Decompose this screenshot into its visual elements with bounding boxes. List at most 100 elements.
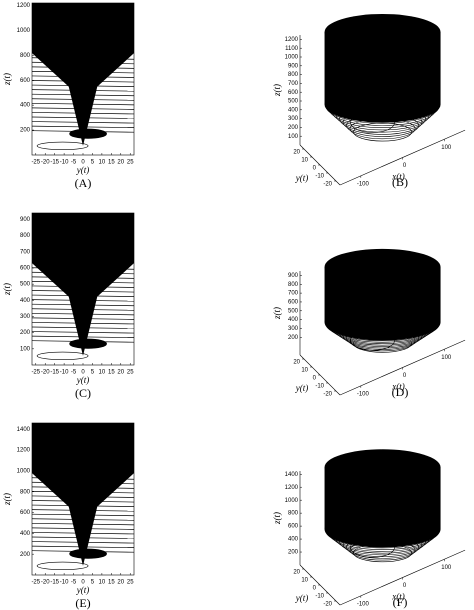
trajectory [31, 281, 135, 284]
z-tick-label: 600 [288, 90, 299, 96]
x-tick-label: 15 [108, 580, 115, 586]
z-tick-label: 600 [288, 300, 299, 306]
y-axis-label: z(t) [2, 283, 12, 296]
x-tick-label: 0 [81, 160, 85, 166]
trajectory [31, 545, 135, 548]
trajectory [31, 112, 135, 115]
y-tick-label: 0 [313, 166, 317, 172]
caption: (C) [75, 386, 91, 400]
trajectory [31, 61, 135, 65]
trajectory [36, 561, 89, 570]
trajectory [31, 84, 135, 87]
z-tick-label: 800 [288, 72, 299, 78]
z-tick-label: 300 [288, 326, 299, 332]
x-tick-label: -25 [31, 370, 40, 376]
y-tick-label: 20 [293, 570, 300, 576]
attractor-fill [32, 423, 134, 566]
x-tick-label: 20 [117, 370, 124, 376]
trajectory [31, 285, 135, 288]
trajectory [31, 303, 135, 307]
y-tick-label: 1200 [17, 448, 31, 454]
x-tick-label: -100 [357, 601, 370, 607]
y-tick-label: -20 [323, 392, 332, 398]
x-tick-label: -5 [71, 160, 77, 166]
z-tick-label: 1400 [285, 472, 299, 478]
z-tick-label: 200 [288, 125, 299, 131]
y-tick-label: 1000 [17, 28, 31, 34]
y-tick-label: 800 [20, 233, 31, 239]
caption: (B) [392, 175, 408, 189]
x-tick-label: 100 [441, 565, 452, 571]
x-tick-label: -15 [50, 160, 59, 166]
x-tick-label: 100 [441, 355, 452, 361]
z-tick-label: 900 [288, 63, 299, 69]
z-tick-label: 400 [288, 537, 299, 543]
y-tick-label: 800 [20, 489, 31, 495]
z-tick-label: 200 [288, 335, 299, 341]
trajectory [31, 294, 135, 297]
x-tick-label: 10 [99, 160, 106, 166]
z-tick-label: 600 [288, 524, 299, 530]
y-tick-label: 200 [20, 552, 31, 558]
y-tick-label: 0 [313, 586, 317, 592]
trajectory [31, 491, 135, 494]
x-tick-label: -10 [60, 370, 69, 376]
attractor-fill [324, 13, 441, 50]
x-tick-label: 0 [81, 370, 85, 376]
trajectory [350, 330, 395, 351]
trajectory [69, 338, 107, 349]
trajectory [31, 527, 135, 530]
z-tick-label: 700 [288, 81, 299, 87]
x-tick-label: 25 [127, 580, 134, 586]
trajectory [31, 93, 135, 97]
trajectory [350, 537, 395, 558]
trajectory [31, 335, 135, 338]
x-tick-label: 5 [91, 370, 95, 376]
y-tick-label: 20 [293, 360, 300, 366]
trajectory [31, 299, 135, 302]
attractor-fill [324, 511, 441, 548]
z-tick-label: 700 [288, 291, 299, 297]
x-tick-label: -15 [50, 370, 59, 376]
trajectory [69, 548, 107, 559]
y-tick-label: 10 [301, 578, 308, 584]
trajectory [36, 351, 89, 360]
x-axis-label: x(t) [391, 382, 405, 392]
x-axis-label: x(t) [391, 592, 405, 602]
trajectory [31, 481, 135, 485]
trajectory [31, 98, 135, 101]
z-axis-label: z(t) [272, 512, 282, 525]
attractor-fill [324, 304, 441, 341]
caption: (A) [75, 176, 92, 190]
x-tick-label: -25 [31, 580, 40, 586]
y-axis-label: z(t) [2, 73, 12, 86]
z-tick-label: 900 [288, 273, 299, 279]
y-tick-label: -10 [315, 594, 324, 600]
trajectory [31, 509, 135, 512]
x-tick-label: 20 [117, 580, 124, 586]
trajectory [31, 331, 135, 334]
y-tick-label: 10 [301, 158, 308, 164]
trajectory [31, 102, 135, 106]
y-tick-label: 100 [20, 346, 31, 352]
z-tick-label: 1200 [285, 37, 299, 43]
y-tick-label: -20 [323, 182, 332, 188]
trajectory [31, 71, 135, 74]
caption: (F) [393, 595, 408, 609]
y-tick-label: 500 [20, 282, 31, 288]
trajectory [31, 532, 135, 535]
y-tick-label: 900 [20, 217, 31, 223]
trajectory [31, 322, 135, 325]
y-tick-label: -10 [315, 174, 324, 180]
x-tick-label: -20 [41, 580, 50, 586]
attractor-fill [32, 213, 134, 356]
caption: (D) [392, 385, 409, 399]
y-tick-label: 10 [301, 368, 308, 374]
z-tick-label: 200 [288, 550, 299, 556]
z-tick-label: 500 [288, 308, 299, 314]
trajectory [31, 75, 135, 78]
z-tick-label: 1200 [285, 485, 299, 491]
z-tick-label: 1000 [285, 498, 299, 504]
trajectory [36, 141, 89, 150]
